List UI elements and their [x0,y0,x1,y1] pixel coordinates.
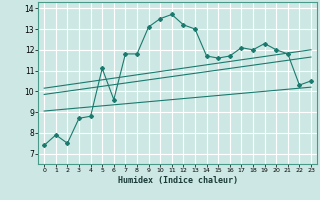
X-axis label: Humidex (Indice chaleur): Humidex (Indice chaleur) [118,176,238,185]
